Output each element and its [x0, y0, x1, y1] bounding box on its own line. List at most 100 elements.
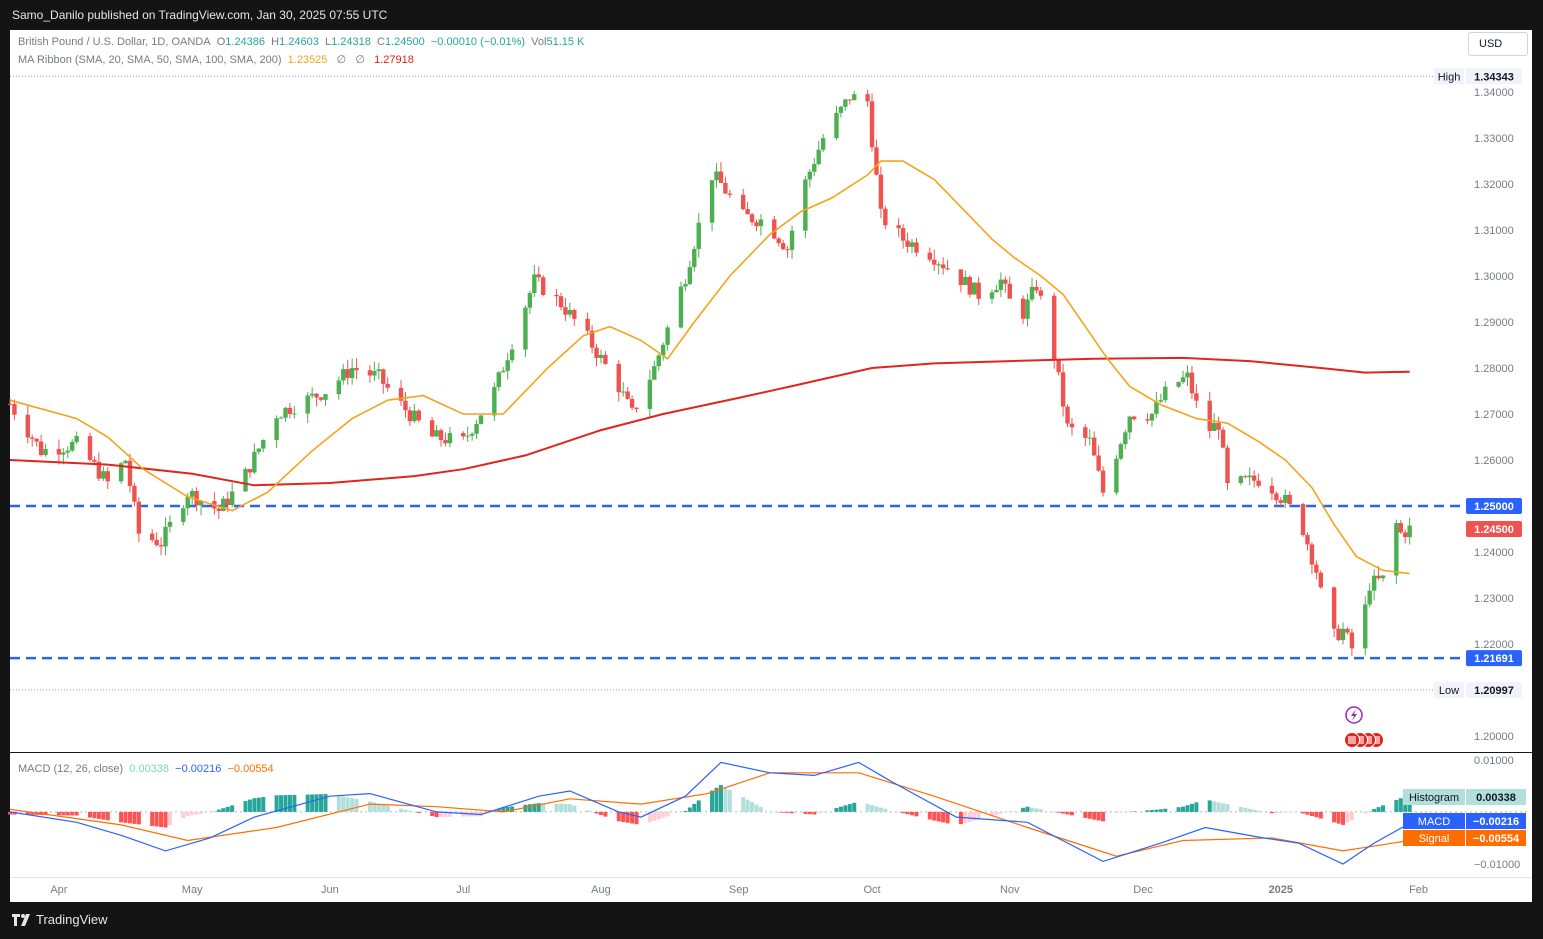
candle	[181, 504, 186, 526]
time-tick-label: May	[182, 884, 203, 896]
candle-body	[198, 501, 204, 506]
histogram-bar	[1101, 811, 1106, 822]
candle-body	[43, 448, 48, 456]
candle	[1029, 277, 1035, 302]
histogram-bar	[678, 811, 683, 813]
histogram-bar	[154, 811, 159, 827]
candle	[292, 405, 297, 419]
histogram-bar	[1301, 811, 1306, 814]
histogram-bar	[936, 811, 941, 822]
histogram-bar	[852, 802, 857, 812]
candle	[1309, 542, 1315, 575]
price-tick-label: 1.24000	[1474, 547, 1514, 559]
candle-body	[585, 318, 590, 331]
candle	[563, 297, 568, 321]
candle	[1185, 365, 1190, 387]
candle	[932, 249, 937, 272]
candle-body	[958, 269, 964, 285]
histogram-bar	[1029, 807, 1034, 812]
candle-body	[785, 249, 790, 251]
histogram-bar	[567, 804, 572, 812]
histogram-bar	[92, 811, 97, 819]
histogram-bar	[1283, 811, 1288, 813]
candle	[1163, 381, 1168, 403]
candle-body	[509, 349, 515, 361]
histogram-bar	[585, 810, 590, 812]
low-tag: Low	[1439, 685, 1459, 697]
candle	[1278, 497, 1284, 508]
close-label: C	[377, 36, 385, 48]
histogram-bar	[536, 803, 541, 812]
candle	[754, 219, 759, 232]
candle-body	[1225, 447, 1230, 483]
candle	[1345, 627, 1350, 635]
histogram-bar	[132, 811, 137, 824]
candle-body	[1278, 500, 1284, 503]
histogram-bar	[741, 797, 746, 812]
histogram-bar	[1021, 807, 1026, 812]
candle-body	[385, 383, 390, 388]
candle-body	[1367, 590, 1372, 605]
candle-body	[1207, 400, 1212, 431]
candle	[945, 259, 950, 271]
candle-body	[652, 366, 657, 380]
time-tick-label: Nov	[1000, 884, 1020, 896]
tradingview-logo[interactable]: TradingView	[12, 912, 108, 927]
histogram-bar	[336, 795, 341, 812]
candle	[12, 399, 17, 420]
candle-body	[656, 355, 661, 367]
candle-body	[594, 347, 599, 358]
candle-body	[136, 501, 142, 534]
histogram-bar	[941, 811, 946, 823]
candle	[629, 395, 635, 411]
histogram-bar	[554, 803, 559, 812]
candle	[1380, 575, 1386, 582]
candle-body	[634, 407, 639, 409]
candle	[692, 245, 697, 272]
candle	[589, 325, 595, 354]
histogram-bar	[527, 804, 532, 812]
candle	[847, 99, 853, 105]
candle-body	[501, 370, 506, 373]
candle	[594, 343, 599, 367]
histogram-bar	[1158, 809, 1163, 812]
candle-body	[963, 276, 968, 285]
candle-body	[283, 407, 288, 418]
candle-body	[883, 208, 888, 226]
histogram-bar	[781, 811, 786, 813]
candle-body	[367, 370, 373, 376]
event-icons	[1344, 706, 1384, 748]
candle-body	[625, 391, 630, 399]
histogram-bar	[834, 807, 839, 812]
price-tick-label: 1.34000	[1474, 87, 1514, 99]
histogram-bar	[372, 802, 377, 812]
candle	[25, 405, 30, 444]
histogram-bar	[1221, 803, 1226, 812]
histogram-bar	[914, 811, 919, 817]
ma-title: MA Ribbon (SMA, 20, SMA, 50, SMA, 100, S…	[18, 54, 282, 66]
macd-line	[9, 761, 1410, 865]
histogram-bar	[399, 808, 404, 812]
candle	[1069, 417, 1075, 436]
candle-body	[105, 471, 110, 482]
candle-body	[1394, 523, 1399, 576]
candle	[74, 431, 79, 445]
candle	[874, 139, 879, 176]
histogram-bar	[1052, 811, 1057, 813]
candle	[447, 426, 453, 448]
candle	[123, 459, 128, 464]
candle	[758, 214, 764, 236]
candle	[554, 289, 559, 306]
candle	[385, 377, 390, 392]
histogram-bar	[354, 798, 359, 812]
candle	[527, 290, 533, 315]
histogram-bar	[1132, 811, 1137, 812]
lightning-glyph	[1351, 709, 1357, 721]
time-tick-label: Jun	[321, 884, 339, 896]
candle-body	[474, 423, 479, 434]
histogram-bar	[807, 811, 812, 815]
currency-button[interactable]: USD	[1468, 32, 1528, 56]
candle	[367, 365, 373, 383]
histogram-bar	[8, 811, 12, 815]
